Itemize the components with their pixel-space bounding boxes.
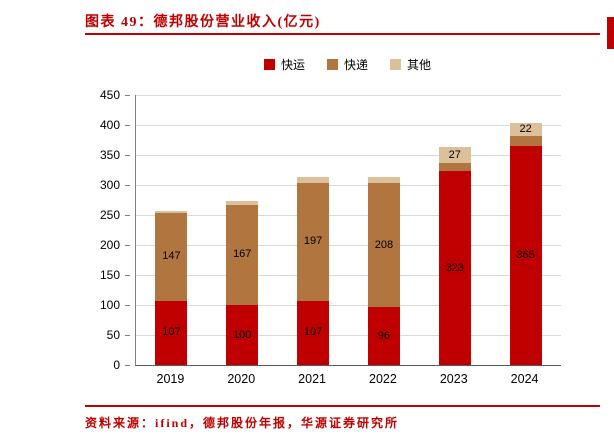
bar-value-label: 323 — [445, 261, 464, 274]
y-tick-label: 400 — [99, 118, 120, 132]
gridline — [136, 214, 561, 216]
page-edge-marker — [607, 17, 614, 49]
bar-value-label: 27 — [448, 148, 461, 161]
y-tick-label: 150 — [99, 268, 120, 282]
figure-title: 图表 49：德邦股份营业收入(亿元) — [85, 15, 321, 30]
bar-value-label: 147 — [162, 250, 181, 263]
y-tick-mark — [125, 275, 130, 276]
bar-segment: 22 — [509, 123, 542, 137]
y-tick-label: 350 — [99, 148, 120, 162]
y-tick-mark — [125, 155, 130, 156]
legend-item: 快运 — [263, 56, 305, 73]
y-tick-mark — [125, 365, 130, 366]
bar-value-label: 197 — [303, 235, 323, 248]
y-tick-label: 450 — [99, 88, 120, 102]
bar-value-label: 365 — [516, 249, 535, 261]
bar-segment: 208 — [367, 182, 400, 308]
y-tick-label: 250 — [99, 208, 120, 222]
bar-segment: 100 — [226, 305, 259, 365]
bar-value-label: 107 — [162, 326, 181, 339]
y-tick-mark — [125, 305, 130, 306]
y-tick-mark — [125, 185, 130, 186]
bar-segment: 27 — [438, 147, 471, 164]
stacked-bar: 323 27 — [438, 147, 471, 365]
y-tick-mark — [125, 125, 130, 126]
legend-item: 快递 — [326, 56, 368, 73]
x-tick-label: 2019 — [156, 372, 185, 386]
x-tick-label: 2022 — [369, 372, 397, 386]
gridline — [136, 334, 561, 336]
bar-segment — [297, 177, 330, 183]
y-tick-label: 50 — [106, 328, 120, 342]
x-tick-label: 2024 — [510, 372, 539, 386]
gridline — [136, 304, 561, 306]
bar-segment: 107 — [297, 300, 330, 365]
legend-swatch-icon — [263, 59, 275, 70]
y-tick-label: 0 — [113, 358, 120, 372]
x-axis-labels: 2019 2020 2021 2022 2023 2024 — [135, 372, 560, 390]
y-tick-mark — [125, 95, 130, 96]
legend-swatch-icon — [326, 59, 338, 70]
bar-segment: 197 — [297, 182, 330, 301]
stacked-bar: 365 22 — [509, 123, 542, 365]
x-tick-label: 2020 — [227, 372, 256, 386]
bar-value-label: 107 — [303, 326, 323, 339]
gridline — [136, 154, 561, 156]
bar-segment — [438, 163, 471, 172]
x-tick-label: 2023 — [439, 372, 468, 386]
legend-label: 其他 — [407, 58, 432, 72]
gridline — [136, 184, 561, 186]
y-axis-labels: 0 50 100 150 200 250 300 350 400 450 — [85, 88, 130, 372]
bar-segment: 365 — [509, 146, 542, 365]
plot-area: 107 147 100 167 107 197 96 208 323 27 365 22 — [135, 94, 561, 366]
bar-value-label: 96 — [377, 329, 391, 342]
stacked-bar: 100 167 — [226, 201, 259, 365]
bar-segment — [226, 201, 259, 205]
bar-value-label: 22 — [519, 123, 532, 136]
footer-divider — [85, 405, 600, 407]
bar-segment: 167 — [226, 204, 259, 305]
legend-swatch-icon — [390, 59, 401, 70]
gridline — [136, 274, 561, 276]
gridline — [136, 124, 561, 126]
legend-item: 其他 — [390, 56, 431, 73]
bar-value-label: 167 — [233, 248, 252, 261]
bar-value-label: 208 — [374, 238, 394, 251]
title-divider — [85, 33, 600, 35]
y-tick-mark — [125, 215, 130, 216]
y-tick-label: 100 — [99, 298, 120, 312]
stacked-bar: 96 208 — [367, 177, 400, 365]
gridline — [136, 94, 561, 96]
y-tick-mark — [125, 335, 130, 336]
y-tick-label: 300 — [99, 178, 120, 192]
chart-legend: 快运 快递 其他 — [135, 56, 560, 73]
bar-segment — [367, 177, 400, 183]
bar-value-label: 100 — [233, 328, 252, 341]
stacked-bar: 107 147 — [155, 210, 188, 365]
legend-label: 快递 — [343, 58, 368, 72]
gridline — [136, 244, 561, 246]
stacked-bar: 107 197 — [297, 177, 330, 365]
bar-segment: 107 — [155, 300, 188, 365]
bar-segment — [155, 210, 188, 213]
bar-segment — [509, 136, 542, 146]
x-tick-label: 2021 — [298, 372, 326, 386]
bar-segment: 323 — [438, 171, 471, 365]
legend-label: 快运 — [280, 58, 305, 72]
y-tick-label: 200 — [99, 238, 120, 252]
bar-segment: 96 — [367, 307, 400, 365]
y-tick-mark — [125, 245, 130, 246]
bar-segment: 147 — [155, 212, 188, 301]
source-note: 资料来源：ifind，德邦股份年报，华源证券研究所 — [85, 416, 400, 430]
